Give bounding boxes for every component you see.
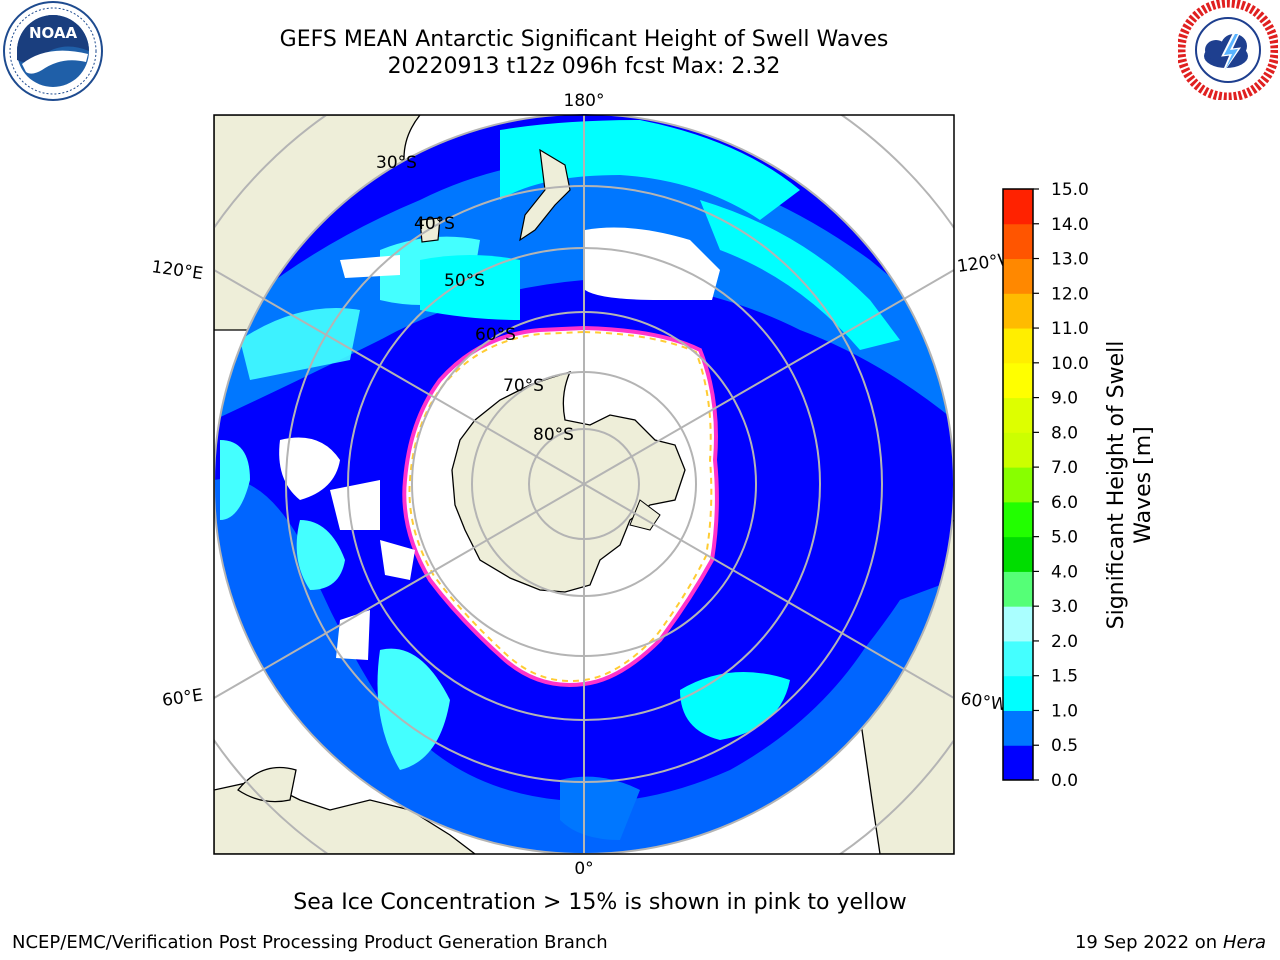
colorbar-bin — [1003, 362, 1033, 399]
colorbar-ticks: 15.0 14.0 13.0 12.0 11.0 10.0 9.0 8.0 7.0 6.0 5.0 4… — [1033, 180, 1089, 791]
colorbar-tick-label: 15.0 — [1051, 180, 1089, 200]
lat-label-70s: 70°S — [503, 376, 544, 396]
colorbar-tick-label: 9.0 — [1051, 389, 1078, 409]
colorbar-bin — [1003, 571, 1033, 607]
colorbar-tick-label: 7.0 — [1051, 458, 1078, 478]
colorbar-label-line2: Waves [m] — [1131, 426, 1156, 543]
footer-branch: NCEP/EMC/Verification Post Processing Pr… — [12, 932, 608, 953]
map-frame — [213, 114, 955, 855]
lat-label-40s: 40°S — [414, 214, 455, 234]
colorbar-tick-label: 2.0 — [1051, 632, 1078, 652]
chart-subtitle: 20220913 t12z 096h fcst Max: 2.32 — [387, 54, 781, 79]
colorbar-tick-label: 10.0 — [1051, 354, 1089, 374]
colorbar-tick-label: 5.0 — [1051, 528, 1078, 548]
lon-label-180: 180° — [564, 91, 605, 111]
colorbar-tick-label: 12.0 — [1051, 284, 1089, 304]
lat-label-80s: 80°S — [533, 425, 574, 445]
colorbar-bin — [1003, 258, 1033, 294]
graticule — [214, 115, 954, 854]
colorbar-tick-label: 0.0 — [1051, 771, 1078, 791]
colorbar-label-line1: Significant Height of Swell — [1104, 341, 1129, 630]
lon-label-0: 0° — [574, 859, 593, 879]
colorbar-bin — [1003, 640, 1033, 677]
colorbar-bin — [1003, 675, 1033, 711]
lon-label-120e: 120°E — [150, 257, 204, 284]
colorbar-bin — [1003, 328, 1033, 364]
lat-label-60s: 60°S — [475, 325, 516, 345]
colorbar-tick-label: 1.5 — [1051, 667, 1078, 687]
footer-date-text: 19 Sep 2022 on — [1074, 932, 1218, 953]
colorbar — [1002, 188, 1034, 781]
colorbar-tick-label: 4.0 — [1051, 562, 1078, 582]
colorbar-bin — [1003, 432, 1033, 468]
colorbar-tick-label: 3.0 — [1051, 597, 1078, 617]
chart-title: GEFS MEAN Antarctic Significant Height o… — [279, 27, 889, 52]
noaa-logo-icon: NOAA — [2, 0, 104, 102]
colorbar-tick-label: 13.0 — [1051, 250, 1089, 270]
colorbar-border — [1002, 188, 1034, 781]
colorbar-tick-label: 14.0 — [1051, 215, 1089, 235]
colorbar-bin — [1003, 293, 1033, 329]
colorbar-tick-label: 11.0 — [1051, 319, 1089, 339]
colorbar-bin — [1003, 397, 1033, 433]
colorbar-bin — [1003, 189, 1033, 225]
colorbar-bin — [1003, 467, 1033, 503]
lon-label-60w: 60°W — [959, 689, 1008, 715]
colorbar-tick-label: 1.0 — [1051, 701, 1078, 721]
colorbar-tick-label: 6.0 — [1051, 493, 1078, 513]
colorbar-tick-label: 0.5 — [1051, 736, 1078, 756]
colorbar-bin — [1003, 223, 1033, 260]
colorbar-bin — [1003, 710, 1033, 746]
lat-label-50s: 50°S — [444, 271, 485, 291]
noaa-logo-text: NOAA — [29, 24, 78, 42]
sea-ice-caption: Sea Ice Concentration > 15% is shown in … — [0, 890, 1280, 915]
lon-label-60e: 60°E — [161, 685, 204, 710]
national-weather-service-logo-icon — [1176, 0, 1280, 102]
colorbar-bin — [1003, 536, 1033, 572]
colorbar-bin — [1003, 606, 1033, 642]
sea-ice-caption-text: Sea Ice Concentration > 15% is shown in … — [293, 890, 907, 915]
colorbar-tick-label: 8.0 — [1051, 423, 1078, 443]
colorbar-bin — [1003, 745, 1033, 781]
lat-label-30s: 30°S — [376, 153, 417, 173]
colorbar-bin — [1003, 501, 1033, 538]
footer-date: 19 Sep 2022 on Hera — [1075, 932, 1266, 953]
footer-host: Hera — [1222, 932, 1266, 953]
